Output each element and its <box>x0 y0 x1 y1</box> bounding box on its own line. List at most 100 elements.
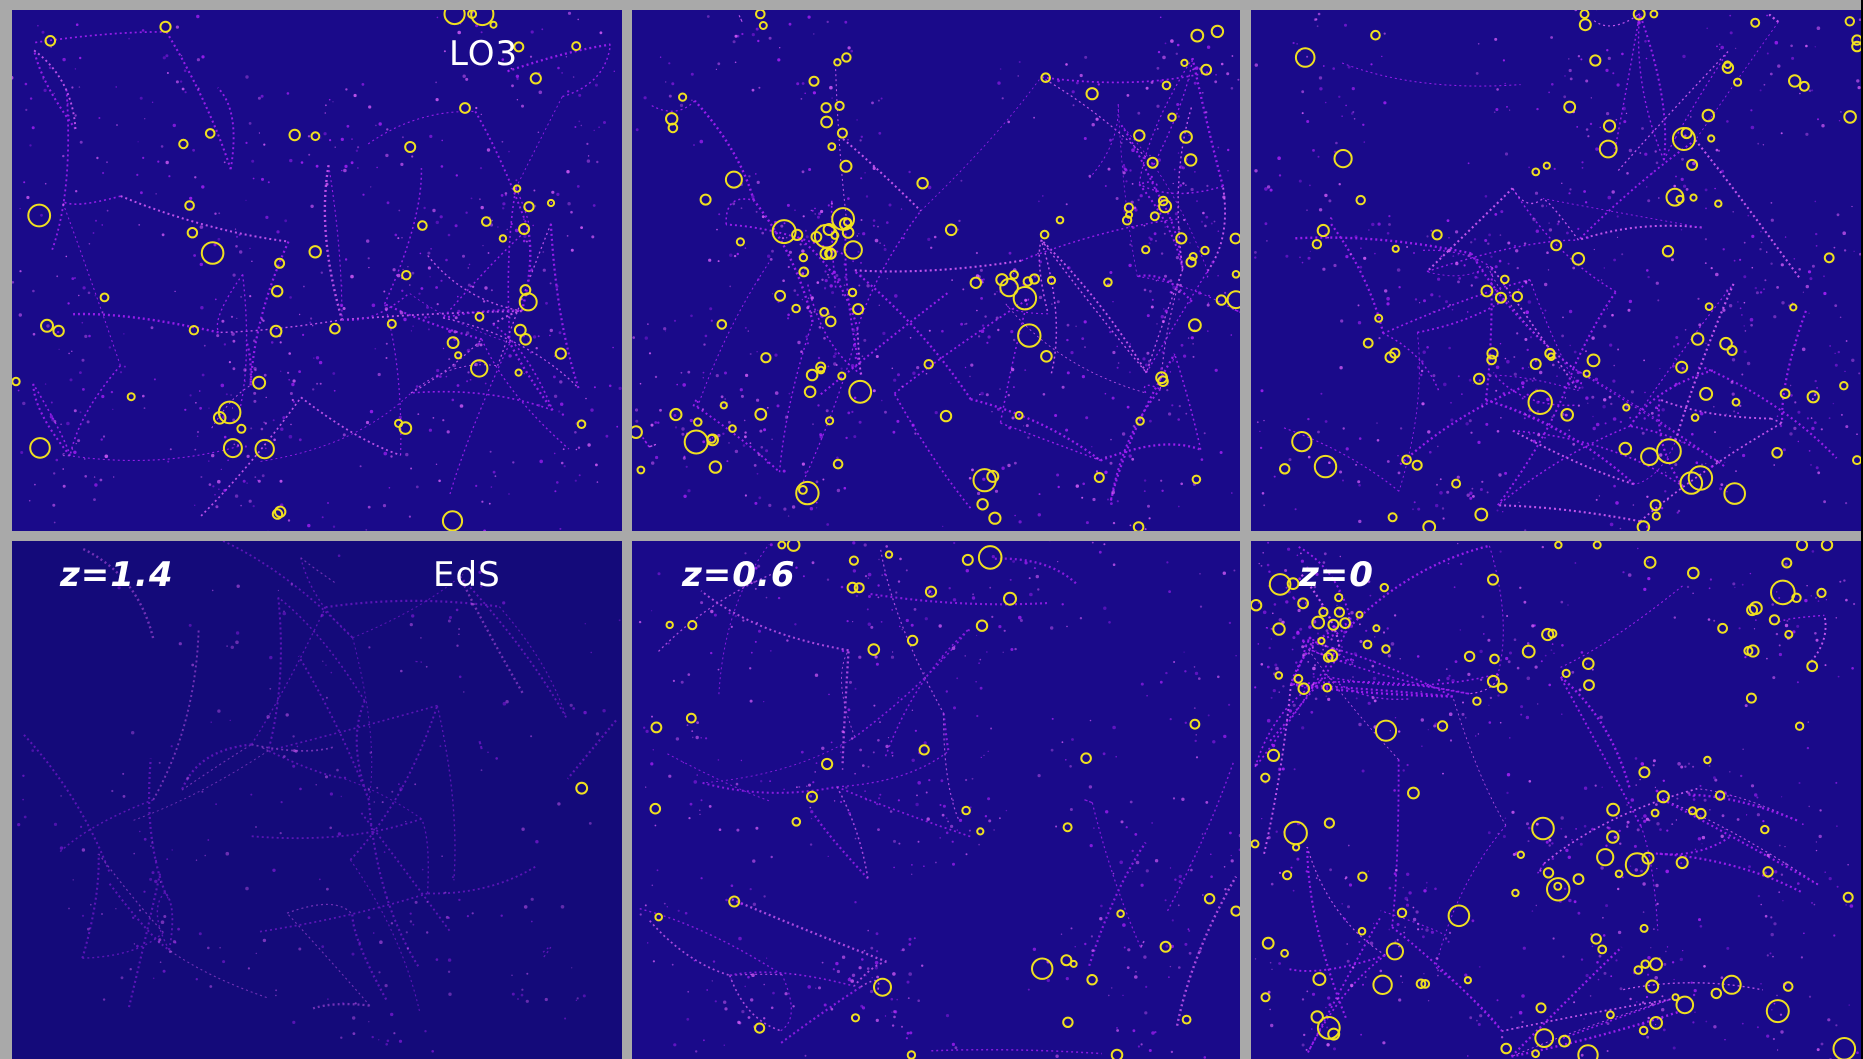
halo-circle <box>1251 599 1263 612</box>
halo-circle <box>1639 923 1649 933</box>
halo-circle <box>1283 820 1308 846</box>
halo-circle <box>918 744 930 756</box>
halo-circle <box>1496 682 1508 694</box>
halo-circle <box>27 203 52 228</box>
filament-network <box>32 31 612 517</box>
halo-circle <box>699 193 712 206</box>
halo-circle <box>1592 541 1602 550</box>
halo-circle <box>1582 369 1591 378</box>
halo-circle <box>1175 232 1188 245</box>
halo-circle <box>708 460 723 474</box>
panel-background <box>12 10 622 531</box>
halo-circle <box>1558 1034 1571 1048</box>
model-label-eds: EdS <box>433 555 501 595</box>
particle-speckle <box>638 541 1240 1059</box>
halo-circle <box>417 220 428 231</box>
halo-circle <box>986 469 1000 483</box>
halo-circle <box>1717 622 1729 634</box>
halo-circle <box>489 20 498 29</box>
halo-circle <box>975 619 989 632</box>
panel-eds-z0: z=0 <box>1251 541 1861 1059</box>
filament-network <box>21 541 617 1013</box>
halo-circle <box>310 131 321 142</box>
halo-circle <box>649 802 662 815</box>
halo-circle <box>1009 270 1019 280</box>
halo-circle <box>1719 336 1733 351</box>
halo-circle <box>1779 388 1791 400</box>
halo-circle <box>1695 807 1707 820</box>
halo-circle <box>1401 454 1412 466</box>
halo-circle <box>1447 904 1471 928</box>
halo-circle <box>1656 790 1670 804</box>
halo-circle <box>519 333 532 346</box>
halo-circle <box>126 392 136 402</box>
halo-circle <box>760 352 772 364</box>
halo-circle <box>1188 318 1202 333</box>
halo-circle <box>1486 347 1499 360</box>
halo-circle <box>724 170 743 189</box>
halo-circle <box>841 226 855 239</box>
halo-circle <box>1686 158 1699 171</box>
halo-circle <box>288 128 301 142</box>
halo-circle <box>1687 566 1700 580</box>
halo-circle <box>1500 274 1510 285</box>
halo-circle <box>1723 482 1747 505</box>
halo-circle <box>1286 577 1300 590</box>
halo-circle <box>184 200 195 211</box>
halo-circle <box>867 643 881 656</box>
halo-circle <box>837 371 847 381</box>
halo-circle <box>728 424 737 433</box>
halo-circle <box>1132 521 1145 531</box>
halo-circle <box>824 315 837 328</box>
halo-circle <box>1554 541 1563 550</box>
halo-circle <box>805 368 819 382</box>
halo-circle <box>1312 972 1327 987</box>
halo-circle <box>669 407 683 422</box>
halo-circle <box>1618 441 1633 456</box>
halo-circle <box>1606 802 1621 817</box>
halo-circle <box>1665 187 1685 207</box>
halo-circle <box>1161 80 1172 91</box>
halo-circle <box>685 712 697 724</box>
halo-circle <box>1597 944 1608 955</box>
halo-circle <box>1203 893 1216 905</box>
halo-circle <box>836 127 848 139</box>
panel-lo3-z0.6 <box>632 10 1240 531</box>
halo-circle <box>1463 976 1472 985</box>
halo-circle <box>1731 397 1741 407</box>
halo-circle <box>1379 582 1390 593</box>
halo-circle <box>1463 650 1476 663</box>
halo-circle <box>1748 601 1763 616</box>
halo-circle <box>1823 252 1835 264</box>
halo-circle <box>401 270 412 281</box>
halo-circle <box>470 359 489 378</box>
halo-circle <box>204 128 216 139</box>
halo-circle <box>1062 1016 1074 1028</box>
halo-circle <box>1690 413 1700 422</box>
halo-circle <box>1703 755 1712 765</box>
halo-circle <box>1297 597 1309 610</box>
halo-circle <box>1323 817 1336 829</box>
halo-circle <box>944 223 958 237</box>
halo-circle <box>575 781 589 795</box>
halo-circle <box>1374 313 1384 323</box>
halo-circle <box>512 184 522 193</box>
halo-circle <box>1851 40 1861 53</box>
halo-circle <box>1671 993 1680 1002</box>
halo-circle <box>1260 992 1271 1003</box>
halo-circle <box>1589 54 1602 67</box>
halo-circle <box>1370 29 1381 41</box>
halo-circle <box>474 311 485 322</box>
halo-circle <box>1415 978 1427 990</box>
halo-circle <box>1784 629 1794 639</box>
halo-circle <box>1355 194 1366 206</box>
halo-circle <box>329 322 341 335</box>
halo-circle <box>961 805 971 816</box>
halo-circle <box>1770 579 1796 606</box>
halo-circle <box>29 437 51 459</box>
halo-circle <box>1788 74 1802 88</box>
halo-circle <box>1436 720 1449 732</box>
halo-circle <box>1316 1016 1341 1040</box>
halo-circle <box>834 100 845 112</box>
